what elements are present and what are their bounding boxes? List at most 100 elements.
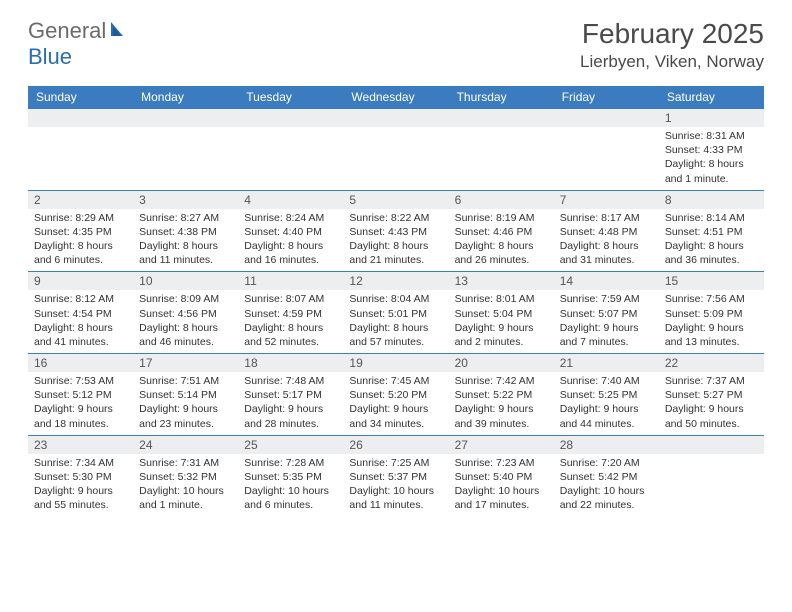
sunrise-text: Sunrise: 7:37 AM: [665, 374, 758, 388]
calendar-cell: 28Sunrise: 7:20 AMSunset: 5:42 PMDayligh…: [554, 436, 659, 517]
daylight-text: Daylight: 9 hours and 44 minutes.: [560, 402, 653, 430]
sunset-text: Sunset: 5:12 PM: [34, 388, 127, 402]
sunset-text: Sunset: 4:33 PM: [665, 143, 758, 157]
calendar-cell: 8 Sunrise: 8:14 AMSunset: 4:51 PMDaylight…: [659, 191, 764, 272]
sunrise-text: Sunrise: 7:48 AM: [244, 374, 337, 388]
day-details: Sunrise: 7:48 AMSunset: 5:17 PMDaylight:…: [238, 372, 343, 435]
sunrise-text: Sunrise: 8:09 AM: [139, 292, 232, 306]
sunset-text: Sunset: 4:51 PM: [665, 225, 758, 239]
sunrise-text: Sunrise: 8:07 AM: [244, 292, 337, 306]
day-number: [449, 109, 554, 127]
week-row: 9Sunrise: 8:12 AMSunset: 4:54 PMDaylight…: [28, 271, 764, 353]
title-block: February 2025 Lierbyen, Viken, Norway: [580, 18, 764, 72]
daylight-text: Daylight: 8 hours and 16 minutes.: [244, 239, 337, 267]
daylight-text: Daylight: 8 hours and 1 minute.: [665, 157, 758, 185]
sunset-text: Sunset: 5:20 PM: [349, 388, 442, 402]
sunrise-text: Sunrise: 7:28 AM: [244, 456, 337, 470]
day-number: 8: [659, 191, 764, 209]
location: Lierbyen, Viken, Norway: [580, 52, 764, 72]
sunset-text: Sunset: 5:14 PM: [139, 388, 232, 402]
daylight-text: Daylight: 10 hours and 6 minutes.: [244, 484, 337, 512]
header: General Blue February 2025 Lierbyen, Vik…: [0, 0, 792, 80]
day-number: 16: [28, 354, 133, 372]
calendar-cell: 26Sunrise: 7:25 AMSunset: 5:37 PMDayligh…: [343, 436, 448, 517]
daylight-text: Daylight: 9 hours and 7 minutes.: [560, 321, 653, 349]
day-number: 28: [554, 436, 659, 454]
day-number: 27: [449, 436, 554, 454]
day-header-sat: Saturday: [659, 86, 764, 108]
sunrise-text: Sunrise: 8:29 AM: [34, 211, 127, 225]
sunrise-text: Sunrise: 7:45 AM: [349, 374, 442, 388]
sunrise-text: Sunrise: 7:51 AM: [139, 374, 232, 388]
sunset-text: Sunset: 5:22 PM: [455, 388, 548, 402]
calendar: Sunday Monday Tuesday Wednesday Thursday…: [28, 86, 764, 516]
calendar-cell: [659, 436, 764, 517]
day-number: [659, 436, 764, 454]
calendar-cell: [554, 109, 659, 190]
day-number: 13: [449, 272, 554, 290]
day-number: [238, 109, 343, 127]
day-number: 18: [238, 354, 343, 372]
calendar-cell: 3Sunrise: 8:27 AMSunset: 4:38 PMDaylight…: [133, 191, 238, 272]
calendar-cell: 20Sunrise: 7:42 AMSunset: 5:22 PMDayligh…: [449, 354, 554, 435]
daylight-text: Daylight: 8 hours and 31 minutes.: [560, 239, 653, 267]
sunset-text: Sunset: 4:48 PM: [560, 225, 653, 239]
day-number: 20: [449, 354, 554, 372]
sunset-text: Sunset: 5:27 PM: [665, 388, 758, 402]
day-number: 22: [659, 354, 764, 372]
sunrise-text: Sunrise: 8:14 AM: [665, 211, 758, 225]
daylight-text: Daylight: 8 hours and 26 minutes.: [455, 239, 548, 267]
day-details: Sunrise: 7:59 AMSunset: 5:07 PMDaylight:…: [554, 290, 659, 353]
logo-text-blue: Blue: [28, 44, 72, 69]
calendar-cell: [343, 109, 448, 190]
day-number: 6: [449, 191, 554, 209]
sunrise-text: Sunrise: 7:23 AM: [455, 456, 548, 470]
sunrise-text: Sunrise: 8:24 AM: [244, 211, 337, 225]
daylight-text: Daylight: 9 hours and 55 minutes.: [34, 484, 127, 512]
calendar-cell: 16Sunrise: 7:53 AMSunset: 5:12 PMDayligh…: [28, 354, 133, 435]
day-details: Sunrise: 7:51 AMSunset: 5:14 PMDaylight:…: [133, 372, 238, 435]
day-details: Sunrise: 8:31 AMSunset: 4:33 PMDaylight:…: [659, 127, 764, 190]
logo: General Blue: [28, 18, 129, 70]
calendar-cell: 17Sunrise: 7:51 AMSunset: 5:14 PMDayligh…: [133, 354, 238, 435]
day-number: 1: [659, 109, 764, 127]
sunrise-text: Sunrise: 8:17 AM: [560, 211, 653, 225]
calendar-cell: 15Sunrise: 7:56 AMSunset: 5:09 PMDayligh…: [659, 272, 764, 353]
calendar-cell: 22Sunrise: 7:37 AMSunset: 5:27 PMDayligh…: [659, 354, 764, 435]
day-number: 15: [659, 272, 764, 290]
sunrise-text: Sunrise: 7:25 AM: [349, 456, 442, 470]
day-number: 9: [28, 272, 133, 290]
day-number: 21: [554, 354, 659, 372]
sunset-text: Sunset: 4:38 PM: [139, 225, 232, 239]
day-details: Sunrise: 7:25 AMSunset: 5:37 PMDaylight:…: [343, 454, 448, 517]
day-number: 14: [554, 272, 659, 290]
calendar-cell: 2Sunrise: 8:29 AMSunset: 4:35 PMDaylight…: [28, 191, 133, 272]
sunset-text: Sunset: 5:04 PM: [455, 307, 548, 321]
sunrise-text: Sunrise: 8:19 AM: [455, 211, 548, 225]
day-details: Sunrise: 8:04 AMSunset: 5:01 PMDaylight:…: [343, 290, 448, 353]
sunset-text: Sunset: 5:07 PM: [560, 307, 653, 321]
sunrise-text: Sunrise: 7:56 AM: [665, 292, 758, 306]
day-details: Sunrise: 7:20 AMSunset: 5:42 PMDaylight:…: [554, 454, 659, 517]
day-number: 26: [343, 436, 448, 454]
daylight-text: Daylight: 8 hours and 36 minutes.: [665, 239, 758, 267]
day-number: 23: [28, 436, 133, 454]
day-details: Sunrise: 7:28 AMSunset: 5:35 PMDaylight:…: [238, 454, 343, 517]
daylight-text: Daylight: 10 hours and 1 minute.: [139, 484, 232, 512]
calendar-cell: 6Sunrise: 8:19 AMSunset: 4:46 PMDaylight…: [449, 191, 554, 272]
calendar-cell: 25Sunrise: 7:28 AMSunset: 5:35 PMDayligh…: [238, 436, 343, 517]
sunset-text: Sunset: 4:43 PM: [349, 225, 442, 239]
sunrise-text: Sunrise: 8:12 AM: [34, 292, 127, 306]
sunrise-text: Sunrise: 7:42 AM: [455, 374, 548, 388]
daylight-text: Daylight: 9 hours and 34 minutes.: [349, 402, 442, 430]
sunrise-text: Sunrise: 8:31 AM: [665, 129, 758, 143]
day-number: 2: [28, 191, 133, 209]
daylight-text: Daylight: 8 hours and 46 minutes.: [139, 321, 232, 349]
day-number: 7: [554, 191, 659, 209]
day-details: Sunrise: 8:22 AMSunset: 4:43 PMDaylight:…: [343, 209, 448, 272]
sunrise-text: Sunrise: 7:59 AM: [560, 292, 653, 306]
calendar-cell: 23Sunrise: 7:34 AMSunset: 5:30 PMDayligh…: [28, 436, 133, 517]
day-details: Sunrise: 8:12 AMSunset: 4:54 PMDaylight:…: [28, 290, 133, 353]
sunrise-text: Sunrise: 8:01 AM: [455, 292, 548, 306]
calendar-cell: 12Sunrise: 8:04 AMSunset: 5:01 PMDayligh…: [343, 272, 448, 353]
